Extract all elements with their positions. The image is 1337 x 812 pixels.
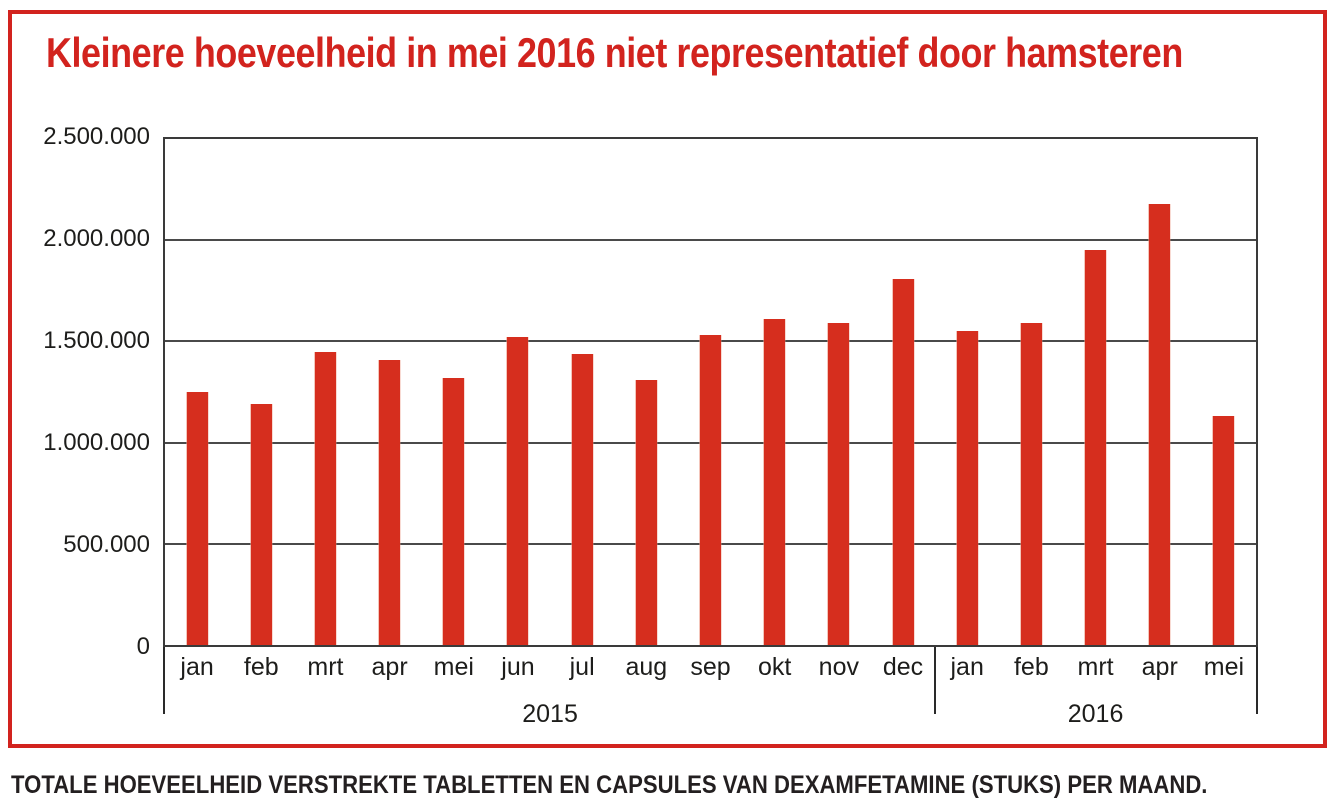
x-tick-label: jul: [569, 653, 595, 681]
x-tick-label: feb: [1013, 653, 1049, 681]
bar: [186, 392, 208, 645]
year-separator: [163, 647, 165, 714]
y-tick-label: 500.000: [63, 531, 150, 558]
x-tick-label: okt: [757, 653, 792, 681]
bar: [1085, 250, 1107, 645]
y-tick-label: 0: [136, 633, 150, 660]
bar: [507, 337, 529, 645]
y-tick-label: 2.500.000: [43, 123, 150, 150]
bar: [379, 359, 401, 645]
x-tick-label: feb: [243, 653, 279, 681]
bar: [892, 278, 914, 645]
x-tick-label: apr: [371, 653, 408, 681]
bar: [443, 377, 465, 645]
x-tick-label: mei: [1203, 653, 1245, 681]
x-tick-label: jun: [501, 653, 535, 681]
year-separator: [934, 647, 937, 714]
x-tick-label: jan: [950, 653, 984, 681]
chart-caption: TOTALE HOEVEELHEID VERSTREKTE TABLETTEN …: [11, 771, 1208, 799]
chart-title: Kleinere hoeveelheid in mei 2016 niet re…: [46, 29, 1183, 76]
gridline: [165, 239, 1256, 242]
bar: [828, 323, 850, 645]
bar: [635, 379, 657, 645]
x-tick-label: sep: [690, 653, 731, 681]
x-tick-label: jan: [180, 653, 214, 681]
y-tick-label: 1.500.000: [43, 327, 150, 354]
year-separator: [1256, 647, 1258, 714]
x-tick-label: mrt: [307, 653, 344, 681]
x-tick-label: mei: [433, 653, 474, 681]
y-tick-label: 1.000.000: [43, 429, 150, 456]
x-tick-label: mrt: [1077, 653, 1114, 681]
x-tick-label: apr: [1141, 653, 1178, 681]
x-tick-label: aug: [625, 653, 668, 681]
bar: [571, 353, 593, 645]
bar: [764, 319, 786, 645]
plot-area: [163, 137, 1258, 647]
year-label: 2016: [1067, 700, 1124, 728]
bar: [314, 351, 336, 645]
y-tick-label: 2.000.000: [43, 225, 150, 252]
bar: [1020, 323, 1042, 645]
year-label: 2015: [522, 700, 578, 728]
bar: [1213, 416, 1235, 645]
bar: [956, 331, 978, 645]
x-tick-label: nov: [818, 653, 859, 681]
bar: [250, 404, 272, 645]
bar: [700, 335, 721, 645]
bar: [1149, 203, 1171, 645]
x-tick-label: dec: [882, 653, 924, 681]
